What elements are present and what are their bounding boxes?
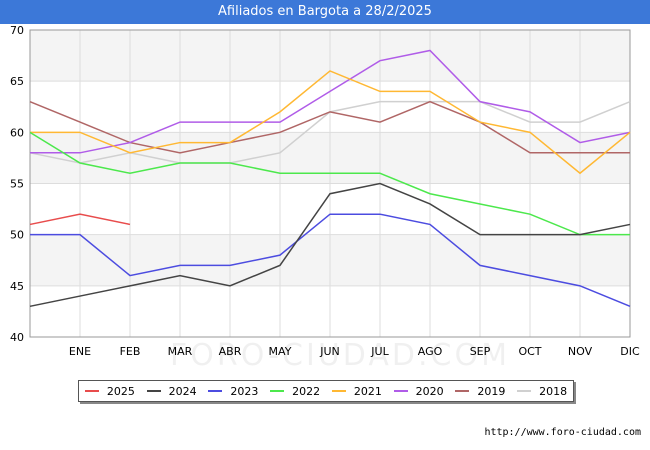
series-line-2020 xyxy=(30,49,631,154)
series-line-2024 xyxy=(29,182,631,308)
chart-title: Afiliados en Bargota a 28/2/2025 xyxy=(0,0,650,24)
x-tick-label: NOV xyxy=(568,345,593,358)
x-tick-label: DIC xyxy=(620,345,640,358)
x-tick-label: OCT xyxy=(518,345,541,358)
source-url: http://www.foro-ciudad.com xyxy=(484,427,641,438)
legend-label: 2024 xyxy=(168,384,197,398)
legend-label: 2018 xyxy=(539,384,568,398)
legend-item-2018: 2018 xyxy=(517,385,567,398)
chart-legend: 2025 2024 2023 2022 2021 2020 2019 2018 xyxy=(78,380,574,402)
legend-label: 2021 xyxy=(353,384,382,398)
legend-item-2024: 2024 xyxy=(146,384,197,398)
legend-swatch xyxy=(208,390,223,392)
x-tick-label: AGO xyxy=(418,345,443,358)
legend-item-2025: 2025 xyxy=(84,384,135,398)
x-tick-label: SEP xyxy=(470,345,491,358)
legend-swatch xyxy=(455,390,470,392)
x-tick-label: JUN xyxy=(319,345,340,358)
legend-label: 2023 xyxy=(230,384,259,398)
legend-label: 2022 xyxy=(292,384,321,398)
legend-swatch xyxy=(393,390,408,392)
y-tick-label: 40 xyxy=(10,331,24,344)
x-tick-label: JUL xyxy=(370,345,389,358)
y-tick-label: 65 xyxy=(10,75,24,88)
legend-swatch xyxy=(270,390,285,392)
series-line-2022 xyxy=(29,131,630,236)
x-tick-label: MAR xyxy=(168,345,193,358)
y-tick-label: 70 xyxy=(10,24,24,37)
legend-item-2023: 2023 xyxy=(208,385,258,398)
legend-swatch xyxy=(84,390,99,392)
y-tick-label: 45 xyxy=(10,280,24,293)
legend-item-2020: 2020 xyxy=(393,384,444,398)
legend-item-2021: 2021 xyxy=(331,384,382,398)
y-tick-label: 60 xyxy=(10,126,24,139)
x-tick-label: ABR xyxy=(219,345,242,358)
legend-item-2019: 2019 xyxy=(455,385,505,398)
legend-swatch xyxy=(146,390,161,392)
legend-label: 2020 xyxy=(415,384,444,398)
legend-label: 2019 xyxy=(477,384,506,398)
y-tick-label: 50 xyxy=(10,229,24,242)
plot-frame xyxy=(29,29,631,338)
y-tick-label: 55 xyxy=(10,178,24,191)
series-line-2025 xyxy=(29,213,131,226)
legend-swatch xyxy=(517,390,532,392)
x-tick-label: ENE xyxy=(69,345,91,358)
watermark: FORO-CIUDAD.COM xyxy=(170,338,510,373)
series-line-2021 xyxy=(30,70,631,175)
x-tick-label: FEB xyxy=(120,345,141,358)
legend-item-2022: 2022 xyxy=(270,385,320,398)
x-tick-label: MAY xyxy=(269,345,292,358)
legend-swatch xyxy=(331,390,346,392)
legend-label: 2025 xyxy=(106,384,135,398)
series-line-2023 xyxy=(30,213,631,307)
